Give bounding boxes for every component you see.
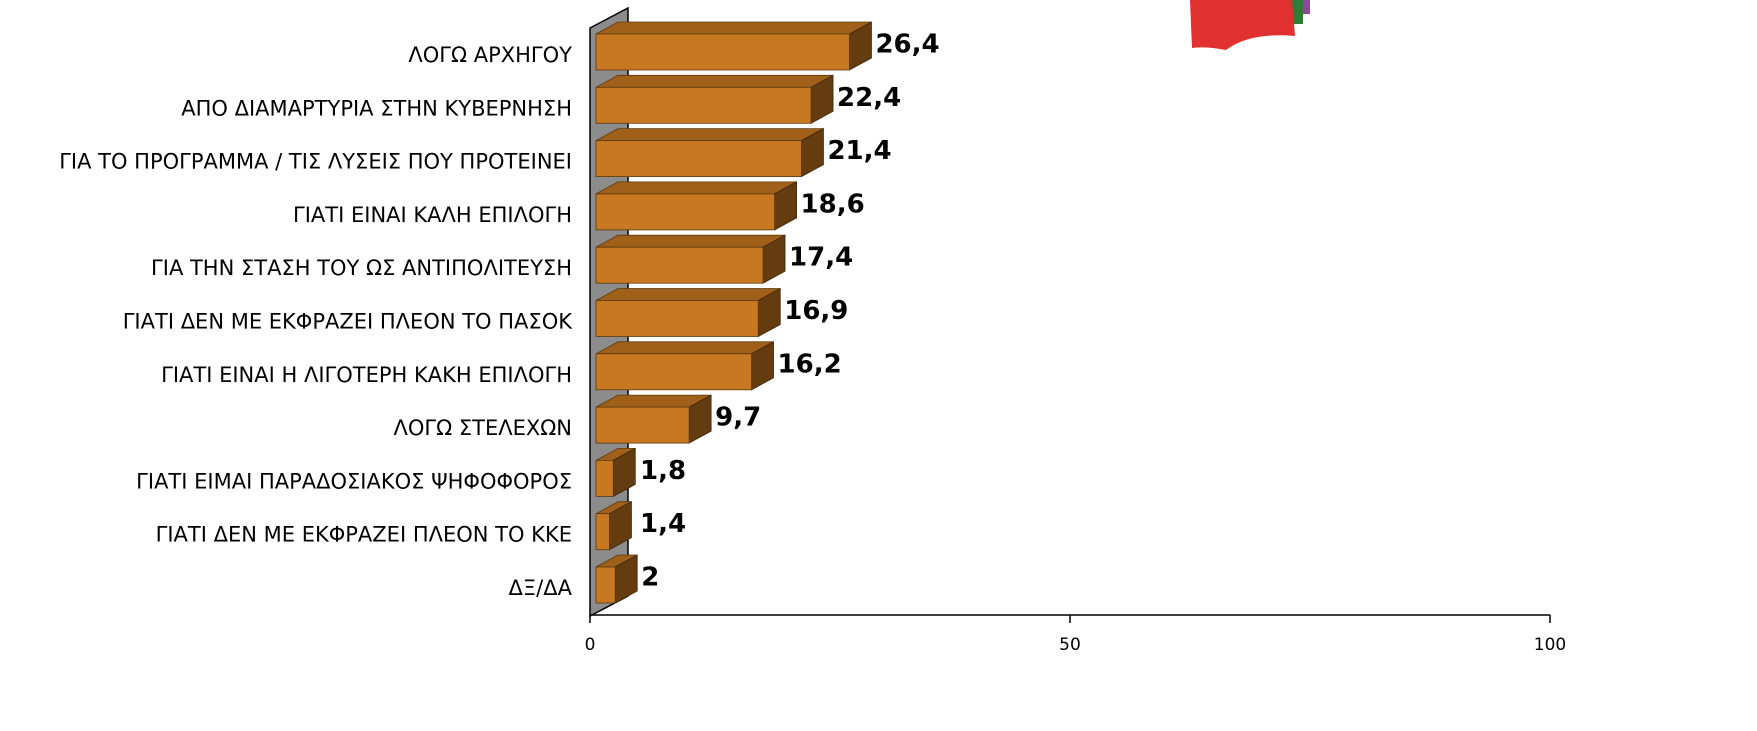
bar	[595, 246, 764, 284]
bar	[595, 406, 690, 444]
bar-top	[595, 128, 824, 142]
y-tick-label: ΑΠΟ ΔΙΑΜΑΡΤΥΡΙΑ ΣΤΗΝ ΚΥΒΕΡΝΗΣΗ	[181, 96, 572, 120]
value-label: 21,4	[827, 136, 891, 166]
bar	[595, 33, 850, 71]
y-tick-label: ΛΟΓΩ ΣΤΕΛΕΧΩΝ	[394, 416, 572, 440]
x-tick-label: 50	[1059, 635, 1081, 655]
bar-top	[595, 341, 774, 355]
y-tick-label: ΓΙΑ ΤΗΝ ΣΤΑΣΗ ΤΟΥ ΩΣ ΑΝΤΙΠΟΛΙΤΕΥΣΗ	[151, 256, 572, 280]
value-label: 16,9	[784, 296, 848, 326]
value-label: 2	[641, 563, 659, 593]
bar	[595, 513, 610, 551]
bar	[595, 193, 775, 231]
bar	[595, 86, 812, 124]
y-tick-label: ΓΙΑΤΙ ΕΙΝΑΙ Η ΛΙΓΟΤΕΡΗ ΚΑΚΗ ΕΠΙΛΟΓΗ	[161, 363, 572, 387]
y-tick-label: ΓΙΑΤΙ ΔΕΝ ΜΕ ΕΚΦΡΑΖΕΙ ΠΛΕΟΝ ΤΟ ΚΚΕ	[156, 523, 572, 547]
value-label: 26,4	[875, 30, 939, 60]
value-label: 18,6	[801, 189, 865, 219]
y-tick-label: ΓΙΑΤΙ ΕΙΝΑΙ ΚΑΛΗ ΕΠΙΛΟΓΗ	[293, 203, 572, 227]
y-tick-label: ΓΙΑΤΙ ΔΕΝ ΜΕ ΕΚΦΡΑΖΕΙ ΠΛΕΟΝ ΤΟ ΠΑΣΟΚ	[123, 310, 573, 334]
y-tick-label: ΔΞ/ΔΑ	[509, 576, 573, 600]
value-label: 1,4	[640, 509, 686, 539]
value-label: 17,4	[789, 243, 853, 273]
bar	[595, 459, 614, 497]
y-tick-label: ΛΟΓΩ ΑΡΧΗΓΟΥ	[408, 43, 572, 67]
bar-top	[595, 234, 786, 248]
bar-top	[595, 21, 872, 35]
bar-top	[595, 74, 834, 88]
y-tick-label: ΓΙΑΤΙ ΕΙΜΑΙ ΠΑΡΑΔΟΣΙΑΚΟΣ ΨΗΦΟΦΟΡΟΣ	[136, 469, 572, 493]
bar-top	[595, 181, 797, 195]
bar	[595, 140, 802, 178]
value-label: 22,4	[837, 83, 901, 113]
y-tick-label: ΓΙΑ ΤΟ ΠΡΟΓΡΑΜΜΑ / ΤΙΣ ΛΥΣΕΙΣ ΠΟΥ ΠΡΟΤΕΙ…	[59, 150, 572, 174]
bar	[595, 566, 616, 604]
value-label: 9,7	[715, 403, 761, 433]
logo	[1190, 0, 1310, 50]
value-label: 16,2	[778, 349, 842, 379]
bar	[595, 353, 752, 391]
bar	[595, 300, 759, 337]
value-label: 1,8	[640, 456, 686, 486]
bar-top	[595, 288, 781, 301]
x-tick-label: 0	[585, 635, 596, 655]
x-tick-label: 100	[1534, 635, 1566, 655]
